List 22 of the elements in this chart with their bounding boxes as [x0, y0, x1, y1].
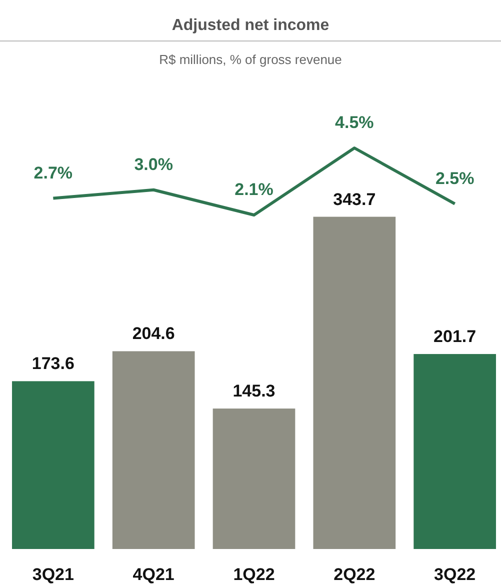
bar	[212, 408, 296, 549]
x-tick-label: 1Q22	[233, 565, 275, 584]
data-label: 343.7	[333, 190, 376, 209]
x-tick-label: 2Q22	[334, 565, 376, 584]
data-label: 3.0%	[134, 154, 173, 174]
data-label: 201.7	[434, 327, 476, 346]
bar	[112, 351, 195, 549]
chart-subtitle: R$ millions, % of gross revenue	[159, 52, 342, 67]
x-tick-label: 3Q22	[434, 565, 476, 584]
bar	[414, 354, 496, 549]
data-label: 2.1%	[234, 180, 274, 199]
data-label: 145.3	[232, 382, 276, 401]
data-label: 2.5%	[435, 168, 474, 188]
data-label: 173.6	[32, 354, 74, 374]
x-tick-label: 3Q21	[32, 565, 74, 584]
data-label: 204.6	[132, 324, 175, 344]
data-label: 2.7%	[34, 163, 73, 182]
bar	[12, 381, 94, 549]
data-label: 4.5%	[335, 113, 374, 132]
chart-title: Adjusted net income	[172, 17, 330, 34]
bar	[313, 216, 396, 549]
x-tick-label: 4Q21	[132, 565, 174, 584]
